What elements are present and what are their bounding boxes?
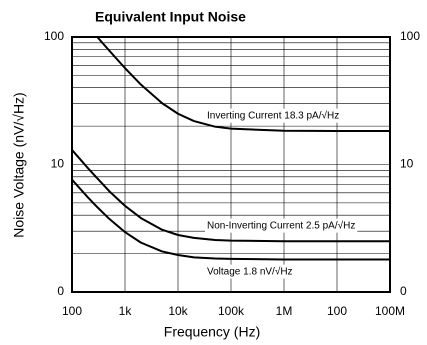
- x-tick-label: 100: [327, 304, 347, 318]
- x-tick-label: 10k: [168, 304, 188, 318]
- y-tick-label: 100: [44, 29, 64, 43]
- plot-frame: [71, 36, 391, 293]
- x-tick-label: 1M: [276, 304, 293, 318]
- y-tick-label: 0: [57, 284, 64, 298]
- y2-tick-label: 100: [400, 29, 420, 43]
- noise-line: [71, 179, 390, 261]
- label-background: [205, 264, 295, 279]
- x-tick-label: 100k: [218, 304, 245, 318]
- noise-line: [96, 36, 390, 133]
- noise-line: [71, 149, 390, 243]
- series-label: Non-Inverting Current 2.5 pA/√Hz: [207, 220, 355, 232]
- x-tick-label: 100: [62, 304, 82, 318]
- chart-title: Equivalent Input Noise: [95, 9, 246, 25]
- y2-tick-label: 0: [400, 284, 407, 298]
- series-label: Voltage 1.8 nV/√Hz: [207, 266, 293, 278]
- x-axis-label: Frequency (Hz): [164, 324, 260, 340]
- series-label: Inverting Current 18.3 pA/√Hz: [207, 110, 339, 122]
- x-tick-label: 1k: [119, 304, 133, 318]
- y-tick-label: 10: [51, 157, 65, 171]
- y-axis-label: Noise Voltage (nV/√Hz): [11, 92, 27, 237]
- x-tick-label: 100M: [375, 304, 405, 318]
- label-background: [205, 218, 358, 233]
- label-background: [205, 108, 342, 123]
- y2-tick-label: 10: [400, 157, 414, 171]
